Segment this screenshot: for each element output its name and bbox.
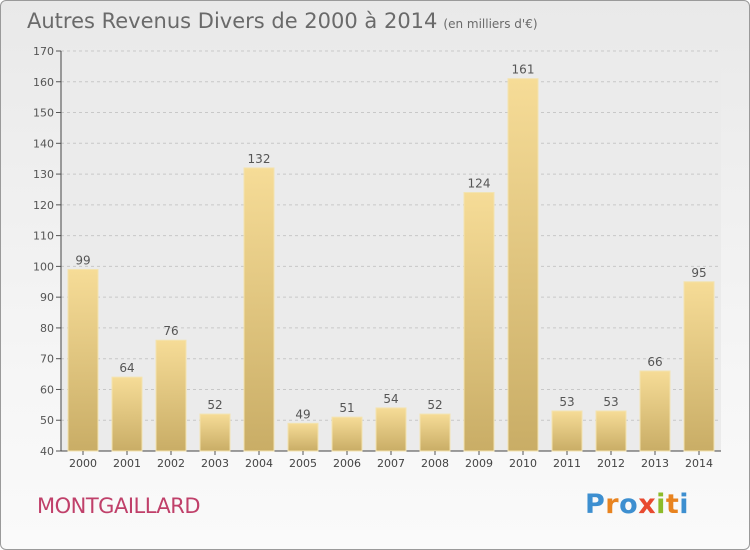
x-tick-label: 2003 bbox=[201, 457, 229, 470]
bar bbox=[507, 78, 539, 452]
data-label: 52 bbox=[207, 398, 222, 412]
logo-letter: i bbox=[679, 489, 690, 520]
data-label: 124 bbox=[468, 177, 491, 191]
data-label: 95 bbox=[691, 266, 706, 280]
data-label: 66 bbox=[647, 355, 662, 369]
x-tick-label: 2006 bbox=[333, 457, 361, 470]
y-tick-label: 40 bbox=[40, 445, 54, 458]
y-tick-label: 90 bbox=[40, 291, 54, 304]
bar bbox=[551, 410, 583, 452]
y-tick-label: 160 bbox=[33, 76, 54, 89]
x-tick-label: 2008 bbox=[421, 457, 449, 470]
x-tick-label: 2004 bbox=[245, 457, 273, 470]
data-label: 54 bbox=[383, 392, 398, 406]
data-label: 99 bbox=[75, 253, 90, 267]
data-label: 132 bbox=[248, 152, 271, 166]
data-label: 161 bbox=[512, 63, 535, 77]
bar bbox=[67, 268, 99, 452]
logo-letter: o bbox=[619, 489, 639, 520]
bar bbox=[595, 410, 627, 452]
y-tick-label: 60 bbox=[40, 383, 54, 396]
y-tick-label: 110 bbox=[33, 230, 54, 243]
x-tick-label: 2000 bbox=[69, 457, 97, 470]
bar bbox=[375, 407, 407, 452]
bar bbox=[683, 281, 715, 452]
commune-name: MONTGAILLARD bbox=[37, 494, 201, 518]
bar bbox=[111, 376, 143, 452]
bar bbox=[155, 339, 187, 452]
y-tick-label: 100 bbox=[33, 260, 54, 273]
x-tick-label: 2013 bbox=[641, 457, 669, 470]
y-tick-label: 170 bbox=[33, 45, 54, 58]
y-tick-label: 150 bbox=[33, 107, 54, 120]
bar bbox=[331, 416, 363, 452]
data-label: 76 bbox=[163, 324, 178, 338]
x-tick-label: 2005 bbox=[289, 457, 317, 470]
logo-letter: t bbox=[665, 489, 680, 520]
chart-subtitle: (en milliers d'€) bbox=[443, 17, 538, 31]
x-tick-label: 2002 bbox=[157, 457, 185, 470]
chart-title: Autres Revenus Divers de 2000 à 2014 (en … bbox=[27, 9, 538, 33]
bar bbox=[639, 370, 671, 452]
x-tick-label: 2010 bbox=[509, 457, 537, 470]
data-label: 53 bbox=[603, 395, 618, 409]
data-label: 64 bbox=[119, 361, 134, 375]
x-tick-label: 2009 bbox=[465, 457, 493, 470]
bar bbox=[463, 192, 495, 452]
x-tick-label: 2014 bbox=[685, 457, 713, 470]
bar bbox=[199, 413, 231, 452]
chart-title-text: Autres Revenus Divers de 2000 à 2014 bbox=[27, 9, 438, 33]
y-tick-label: 80 bbox=[40, 322, 54, 335]
logo-letter: x bbox=[638, 489, 657, 520]
x-tick-label: 2007 bbox=[377, 457, 405, 470]
logo-letter: i bbox=[656, 489, 666, 520]
x-tick-label: 2012 bbox=[597, 457, 625, 470]
data-label: 52 bbox=[427, 398, 442, 412]
proxiti-logo: Proxiti bbox=[585, 489, 689, 520]
y-tick-label: 50 bbox=[40, 414, 54, 427]
bar bbox=[287, 422, 319, 452]
data-label: 51 bbox=[339, 401, 354, 415]
y-tick-label: 140 bbox=[33, 137, 54, 150]
x-tick-label: 2011 bbox=[553, 457, 581, 470]
y-tick-label: 70 bbox=[40, 353, 54, 366]
logo-letter: r bbox=[605, 489, 620, 520]
data-label: 49 bbox=[295, 407, 310, 421]
y-tick-label: 120 bbox=[33, 199, 54, 212]
data-label: 53 bbox=[559, 395, 574, 409]
logo-letter: P bbox=[585, 489, 606, 520]
bar bbox=[243, 167, 275, 452]
y-tick-label: 130 bbox=[33, 168, 54, 181]
bar bbox=[419, 413, 451, 452]
x-tick-label: 2001 bbox=[113, 457, 141, 470]
